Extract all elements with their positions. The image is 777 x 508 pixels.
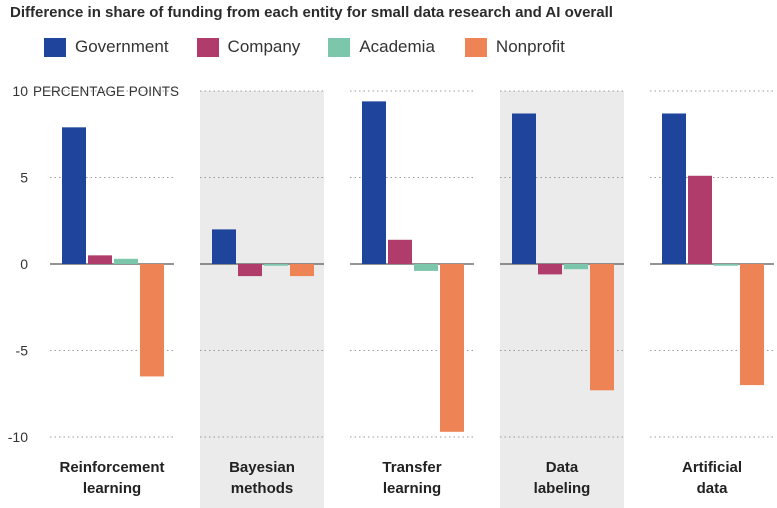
bar-nonprofit [740, 264, 764, 386]
legend-label: Academia [359, 37, 435, 56]
legend-swatch [464, 37, 487, 57]
bar-company [688, 175, 712, 264]
category-label: Reinforcement [59, 459, 164, 476]
bar-company [238, 264, 262, 277]
legend: Government Company Academia Nonprofit [44, 36, 565, 58]
y-tick-label: 10 [12, 83, 28, 99]
category-label: learning [383, 480, 441, 497]
y-axis-unit: PERCENTAGE POINTS [33, 84, 179, 99]
category-label: Bayesian [229, 459, 295, 476]
bar-company [388, 239, 412, 264]
bar-company [538, 264, 562, 275]
category-label: data [697, 480, 729, 497]
bar-academia [714, 264, 738, 266]
legend-swatch [328, 37, 351, 57]
legend-swatch [196, 37, 219, 57]
bar-government [662, 113, 686, 265]
bar-academia [564, 264, 588, 270]
category-label: Transfer [382, 459, 441, 476]
legend-label: Nonprofit [495, 37, 565, 56]
legend-swatch [44, 37, 66, 57]
bar-government [362, 101, 386, 264]
legend-item-nonprofit: Nonprofit [464, 37, 565, 57]
bar-nonprofit [290, 264, 314, 277]
bar-government [512, 113, 536, 265]
bar-government [62, 127, 86, 264]
category-label: labeling [534, 480, 591, 497]
bar-nonprofit [140, 264, 164, 377]
bar-academia [264, 264, 288, 266]
chart-title: Difference in share of funding from each… [10, 4, 613, 21]
legend-item-academia: Academia [328, 37, 435, 57]
y-tick-label: -10 [8, 429, 28, 445]
y-tick-label: 5 [20, 170, 28, 186]
legend-item-government: Government [44, 37, 169, 57]
legend-label: Government [75, 37, 169, 56]
category-label: Artificial [682, 459, 742, 476]
bar-company [88, 255, 112, 264]
bar-academia [114, 258, 138, 264]
category-label: Data [546, 459, 579, 476]
bar-nonprofit [440, 264, 464, 432]
legend-label: Company [227, 37, 301, 56]
panel-background [200, 91, 324, 508]
category-label: learning [83, 480, 141, 497]
legend-item-company: Company [196, 37, 301, 57]
bar-academia [414, 264, 438, 271]
y-tick-label: 0 [20, 256, 28, 272]
category-label: methods [231, 480, 294, 497]
y-tick-label: -5 [16, 343, 29, 359]
bar-nonprofit [590, 264, 614, 391]
bar-government [212, 229, 236, 264]
